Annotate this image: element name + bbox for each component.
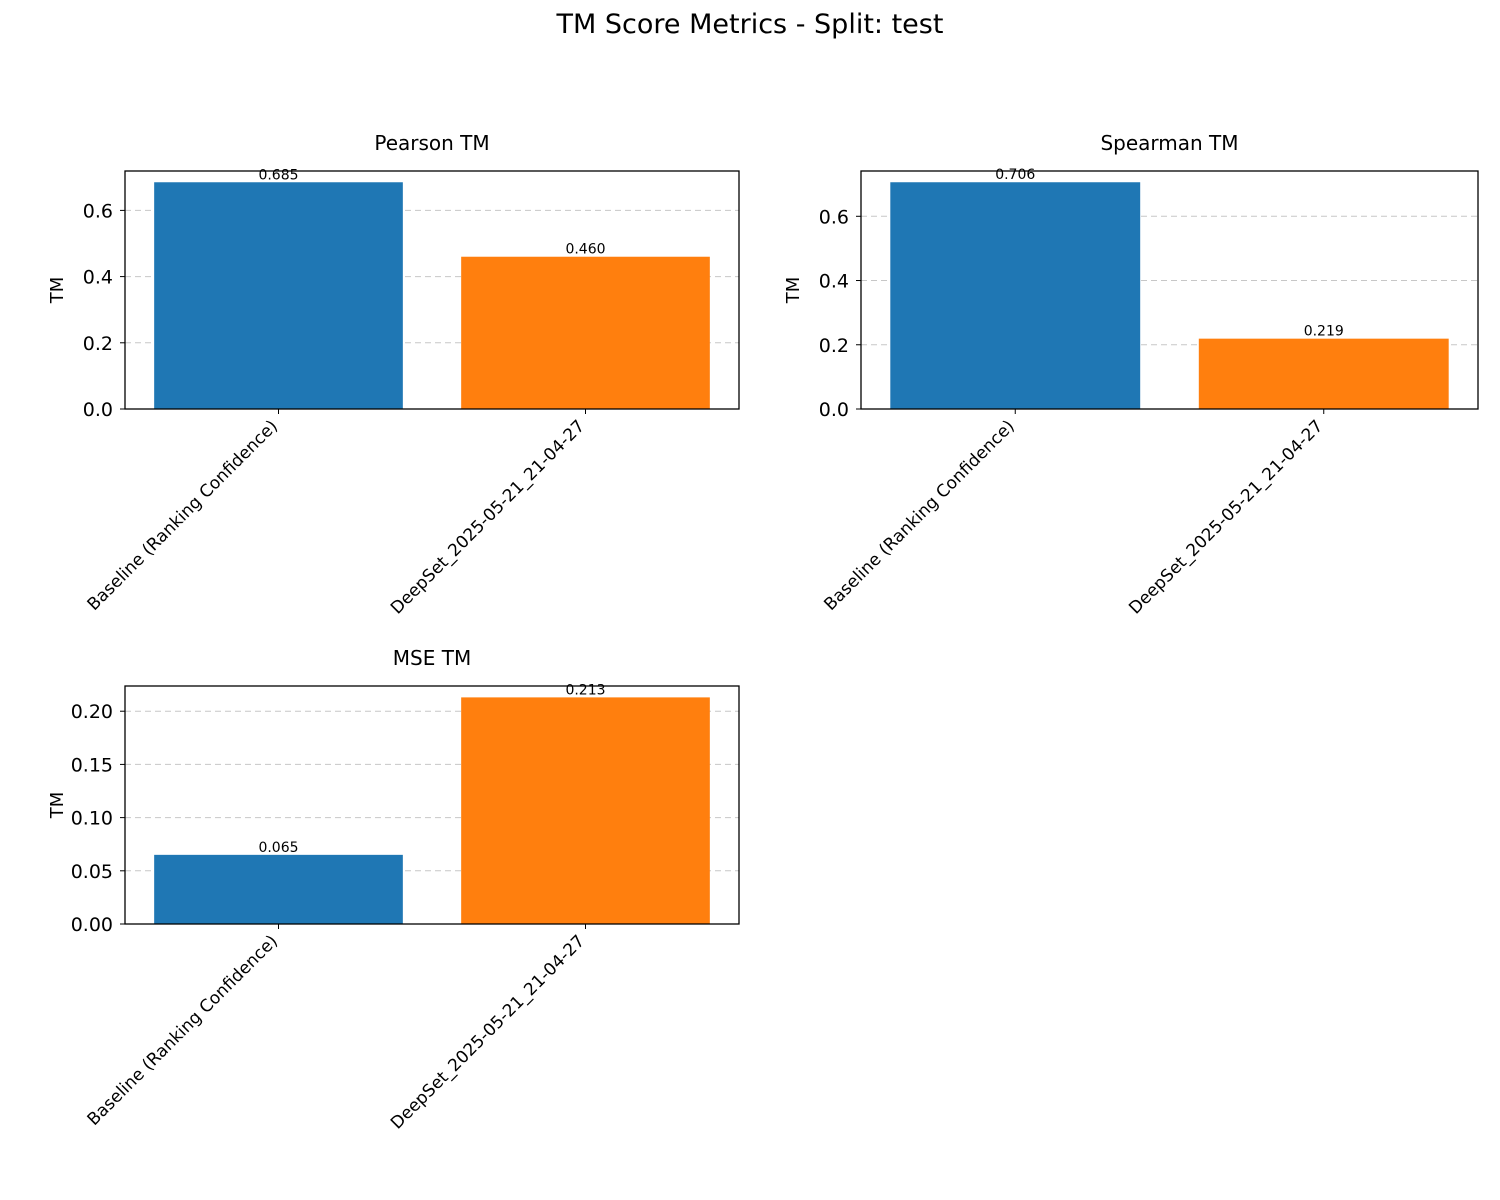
y-tick-label: 0.00 [71,914,113,936]
y-axis-label: TM [47,792,68,820]
y-tick-label: 0.4 [83,267,113,289]
subplot-title: Pearson TM [374,131,489,155]
bar-deepset [461,256,710,409]
y-tick-label: 0.6 [819,206,849,228]
y-tick-label: 0.20 [71,701,113,723]
y-tick-label: 0.6 [83,200,113,222]
y-tick-label: 0.05 [71,861,113,883]
bar-baseline [154,182,403,409]
bar-value-label: 0.460 [565,242,605,258]
bar-baseline [890,182,1141,409]
y-tick-label: 0.15 [71,754,113,776]
bar-deepset [461,697,710,924]
bar-deepset [1198,338,1449,409]
plot-frame [860,170,1479,410]
plot-frame [124,170,740,410]
y-tick-label: 0.4 [819,271,849,293]
bar-baseline [154,854,403,924]
y-tick-label: 0.2 [819,335,849,357]
bar-value-label: 0.706 [995,167,1035,183]
y-tick-label: 0.0 [83,399,113,421]
y-axis-label: TM [783,277,804,305]
subplot-title: Spearman TM [1100,131,1238,155]
y-tick-label: 0.10 [71,808,113,830]
y-tick-label: 0.0 [819,399,849,421]
figure-title: TM Score Metrics - Split: test [556,9,944,40]
y-axis-label: TM [47,277,68,305]
subplot-title: MSE TM [393,646,471,670]
bar-value-label: 0.685 [258,167,298,183]
bar-value-label: 0.065 [258,840,298,856]
y-tick-label: 0.2 [83,333,113,355]
plot-frame [124,685,740,925]
bar-value-label: 0.213 [565,682,605,698]
bar-value-label: 0.219 [1304,324,1344,340]
